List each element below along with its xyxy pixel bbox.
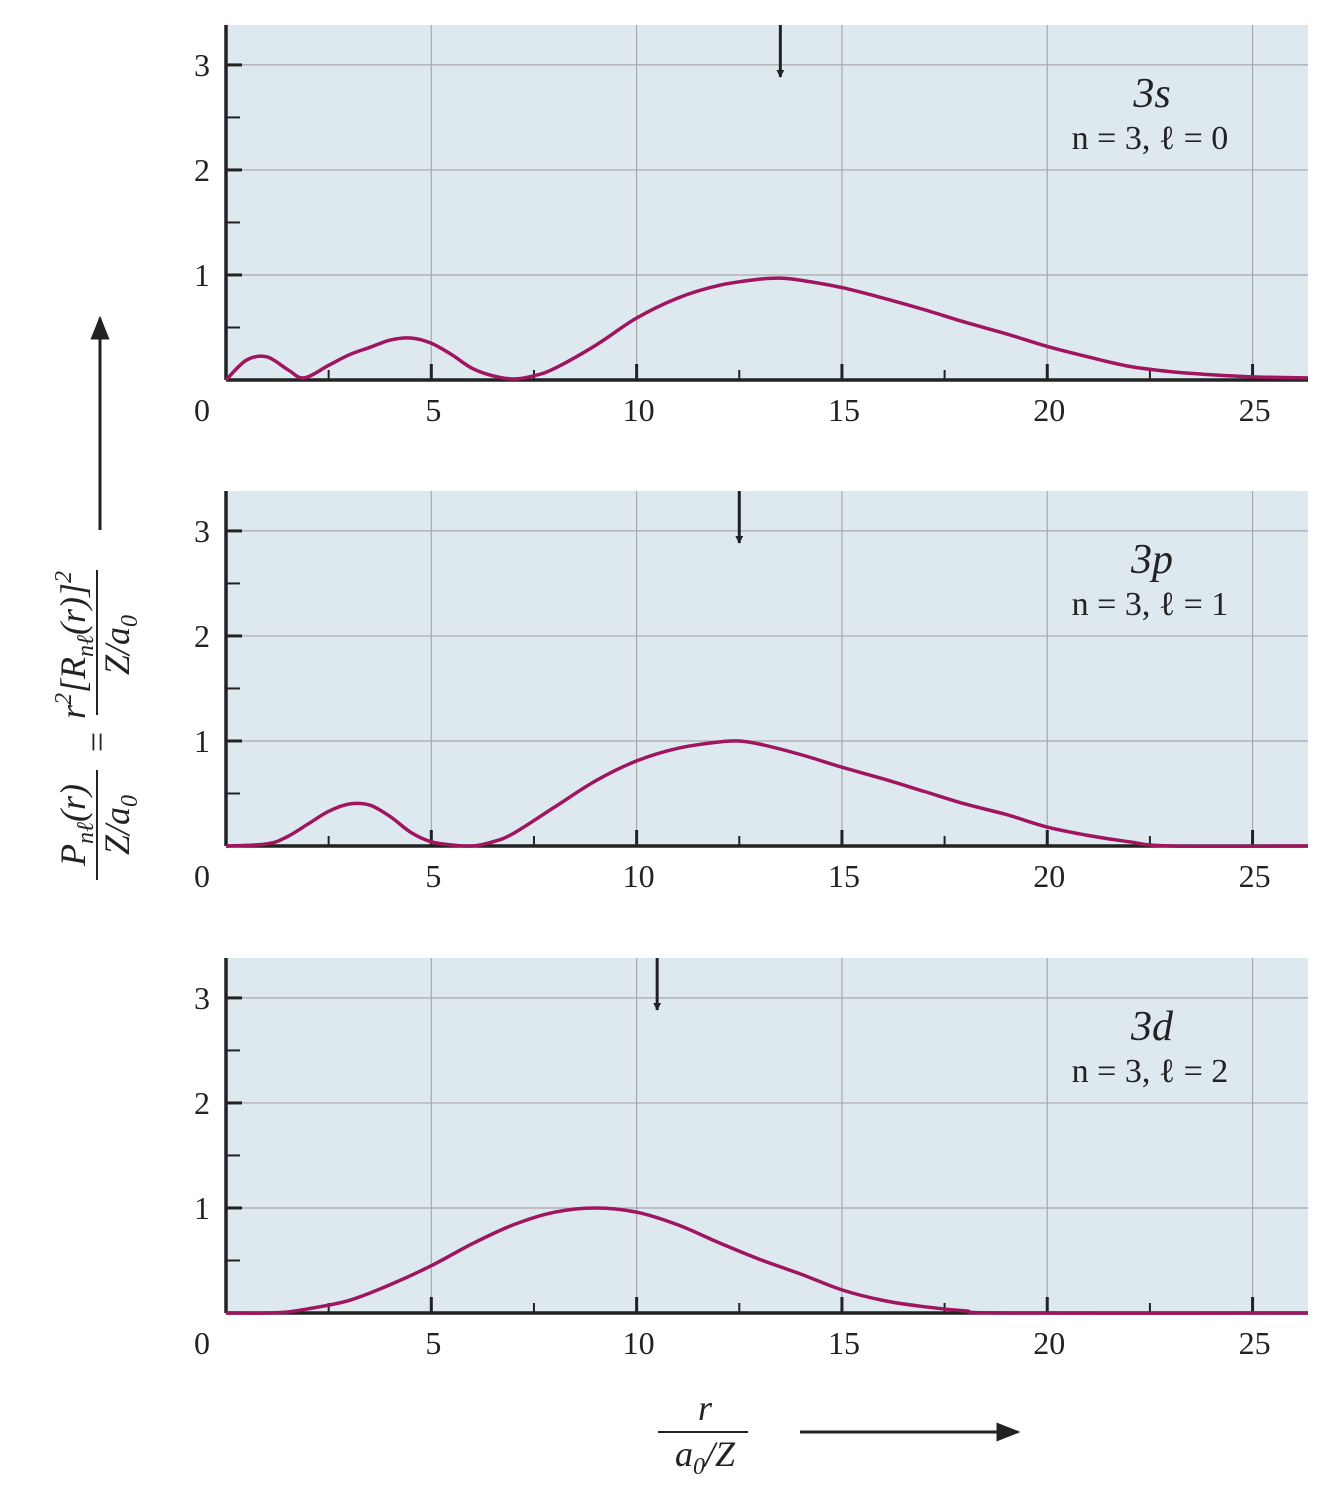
y-tick-label: 3 — [194, 513, 210, 549]
curve — [225, 739, 1309, 849]
x-label: r a0/Z — [658, 1388, 748, 1480]
y-label: Pnℓ(r) Z/a0 = r2[Rnℓ(r)]2 Z/a0 — [51, 570, 143, 880]
y-label-left-den: Z/a0 — [97, 795, 143, 855]
y-label-eq: = — [77, 732, 117, 752]
x-tick-label: 10 — [623, 858, 655, 894]
panel: 1 2 3 0 5 10 15 20 25 3dn = 3, ℓ = 2 — [194, 958, 1309, 1361]
curve — [225, 1206, 1309, 1315]
x-label-num: r — [698, 1388, 713, 1428]
y-label-right-den: Z/a0 — [97, 615, 143, 675]
plot-area — [226, 958, 1308, 1313]
panel: 1 2 3 0 5 10 15 20 25 3pn = 3, ℓ = 1 — [194, 491, 1309, 894]
y-tick-label: 1 — [194, 257, 210, 293]
x-tick-label: 5 — [425, 1325, 441, 1361]
x-tick-label: 20 — [1033, 1325, 1065, 1361]
panel-title: 3d — [1130, 1004, 1174, 1050]
x-tick-label: 0 — [194, 1325, 210, 1361]
y-tick-label: 1 — [194, 1190, 210, 1226]
x-tick-label: 25 — [1239, 858, 1271, 894]
x-tick-label: 5 — [425, 858, 441, 894]
panel: 1 2 3 0 5 10 15 20 25 3sn = 3, ℓ = 0 — [194, 25, 1309, 428]
x-tick-label: 20 — [1033, 392, 1065, 428]
y-tick-label: 3 — [194, 980, 210, 1016]
x-tick-label: 10 — [623, 392, 655, 428]
y-label-right-num: r2[Rnℓ(r)]2 — [51, 571, 99, 719]
panel-subtitle: n = 3, ℓ = 0 — [1072, 120, 1229, 157]
curve — [224, 276, 1309, 382]
y-tick-label: 2 — [194, 618, 210, 654]
y-tick-label: 2 — [194, 152, 210, 188]
x-tick-label: 15 — [828, 858, 860, 894]
x-tick-label: 25 — [1239, 392, 1271, 428]
x-label-den: a0/Z — [675, 1434, 736, 1480]
panel-title: 3p — [1130, 537, 1173, 583]
x-tick-label: 20 — [1033, 858, 1065, 894]
x-tick-label: 25 — [1239, 1325, 1271, 1361]
x-tick-label: 15 — [828, 1325, 860, 1361]
x-tick-label: 15 — [828, 392, 860, 428]
y-tick-label: 3 — [194, 47, 210, 83]
panel-title: 3s — [1132, 71, 1170, 117]
x-tick-label: 0 — [194, 392, 210, 428]
plot-area — [226, 25, 1308, 380]
panel-subtitle: n = 3, ℓ = 1 — [1072, 586, 1229, 623]
plot-area — [226, 491, 1308, 846]
panel-subtitle: n = 3, ℓ = 2 — [1072, 1053, 1229, 1090]
x-tick-label: 0 — [194, 858, 210, 894]
y-tick-label: 2 — [194, 1085, 210, 1121]
x-tick-label: 10 — [623, 1325, 655, 1361]
y-label-left-num: Pnℓ(r) — [53, 784, 99, 867]
x-tick-label: 5 — [425, 392, 441, 428]
y-tick-label: 1 — [194, 723, 210, 759]
